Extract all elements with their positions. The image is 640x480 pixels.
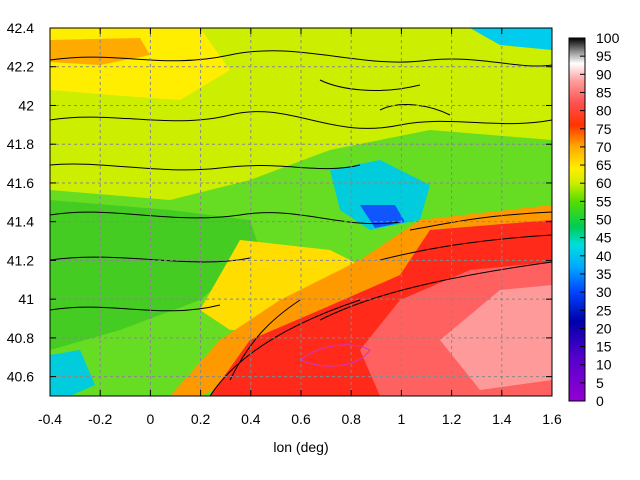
y-tick-label: 41.6	[7, 175, 34, 191]
colorbar-tick-label: 75	[596, 121, 612, 137]
y-axis-ticks: 40.6 40.8 41 41.2 41.4 41.6 41.8 42 42.2 42.4	[7, 20, 552, 385]
contour-lines	[49, 50, 553, 397]
x-tick-label: 1.6	[542, 411, 562, 427]
y-tick-label: 40.6	[7, 369, 34, 385]
colorbar-tick-label: 45	[596, 230, 612, 246]
colorbar-tick-label: 30	[596, 284, 612, 300]
colorbar-tick-label: 90	[596, 66, 612, 82]
x-tick-label: -0.2	[88, 411, 112, 427]
colorbar-tick-label: 55	[596, 193, 612, 209]
colorbar-tick-label: 50	[596, 212, 612, 228]
colorbar-tick-label: 65	[596, 157, 612, 173]
colorbar-tick-label: 40	[596, 248, 612, 264]
y-tick-label: 41.2	[7, 252, 34, 268]
colorbar-tick-label: 100	[596, 30, 620, 46]
x-tick-label: 0.6	[291, 411, 311, 427]
x-tick-label: -0.4	[38, 411, 62, 427]
heat-cyan-sw	[50, 350, 95, 396]
x-tick-label: 1.2	[442, 411, 462, 427]
y-tick-label: 40.8	[7, 330, 34, 346]
colorbar-tick-label: 5	[596, 375, 604, 391]
x-axis-label: lon (deg)	[273, 439, 328, 455]
colorbar-tick-label: 70	[596, 139, 612, 155]
heat-green-mid	[50, 200, 260, 350]
x-axis-ticks: -0.4 -0.2 0 0.2 0.4 0.6 0.8 1 1.2 1.4 1.6	[38, 28, 562, 427]
y-tick-label: 42	[18, 97, 34, 113]
heat-cyan-ne	[470, 28, 552, 50]
y-tick-label: 42.4	[7, 20, 34, 36]
x-tick-label: 0	[147, 411, 155, 427]
colorbar-tick-label: 95	[596, 48, 612, 64]
heat-cyan-patch	[330, 160, 430, 230]
y-tick-label: 41.4	[7, 214, 34, 230]
colorbar-tick-label: 20	[596, 320, 612, 336]
grid-lines	[50, 28, 552, 396]
colorbar-tick-label: 85	[596, 84, 612, 100]
x-tick-label: 1	[398, 411, 406, 427]
colorbar-tick-label: 0	[596, 393, 604, 409]
colorbar-tick-label: 10	[596, 357, 612, 373]
heat-yellow-mid	[200, 240, 370, 330]
colorbar-tick-label: 60	[596, 175, 612, 191]
x-tick-label: 0.2	[191, 411, 211, 427]
colorbar-tick-label: 25	[596, 302, 612, 318]
plot-area	[49, 27, 553, 397]
x-tick-label: 1.4	[492, 411, 512, 427]
colorbar-ticks: 0 5 10 15 20 25 30 35 40 45 50 55 60 65 70 75 80 85 90 95 10…	[580, 30, 620, 409]
x-tick-label: 0.8	[341, 411, 361, 427]
colorbar-tick-label: 80	[596, 103, 612, 119]
y-tick-label: 42.2	[7, 59, 34, 75]
y-tick-label: 41.8	[7, 136, 34, 152]
colorbar: 0 5 10 15 20 25 30 35 40 45 50 55 60 65 70 75 80 85 90 95 10…	[568, 30, 620, 409]
colorbar-tick-label: 15	[596, 339, 612, 355]
colorbar-tick-label: 35	[596, 266, 612, 282]
x-tick-label: 0.4	[241, 411, 261, 427]
y-tick-label: 41	[18, 291, 34, 307]
